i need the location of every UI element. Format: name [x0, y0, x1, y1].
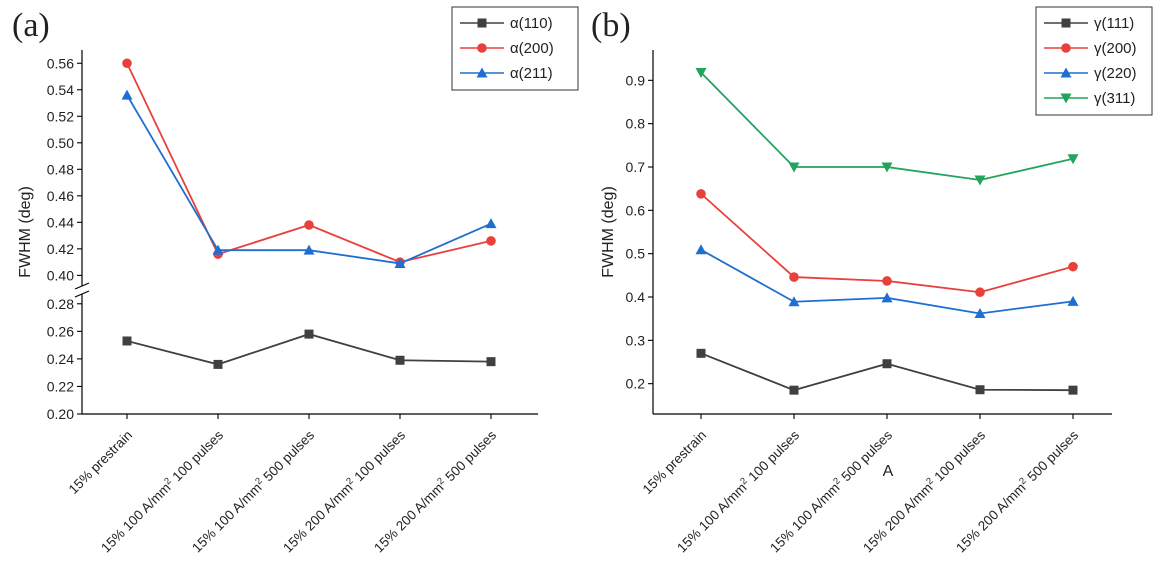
- y-tick-label: 0.20: [47, 406, 74, 422]
- series-line: [126, 62, 492, 264]
- legend-box: [1035, 6, 1153, 116]
- series: [696, 189, 1078, 298]
- y-tick-label: 0.3: [626, 332, 646, 348]
- legend-label: γ(220): [1094, 65, 1137, 82]
- y-tick-label: 0.9: [626, 72, 646, 88]
- y-tick-label: 0.50: [47, 135, 74, 151]
- axis-break-mark: [74, 282, 90, 290]
- panel-label: (b): [591, 7, 631, 44]
- y-tick-label: 0.42: [47, 241, 74, 257]
- data-point: [304, 220, 314, 230]
- legend-marker: [1060, 67, 1072, 78]
- x-tick-label: 15% prestrain: [66, 428, 136, 498]
- series: [695, 244, 1079, 318]
- y-tick-label: 0.26: [47, 323, 74, 339]
- data-point: [695, 68, 707, 79]
- data-point: [1067, 295, 1079, 306]
- data-point: [788, 296, 800, 307]
- series: [122, 329, 496, 369]
- legend-label: α(200): [510, 40, 554, 57]
- data-point: [303, 244, 315, 255]
- series: [121, 89, 497, 268]
- data-point: [882, 359, 892, 369]
- legend-label: γ(311): [1094, 90, 1135, 107]
- y-tick-label: 0.28: [47, 296, 74, 312]
- y-tick-label: 0.2: [626, 376, 646, 392]
- data-point: [975, 287, 985, 298]
- data-point: [789, 385, 799, 395]
- data-point: [121, 89, 133, 100]
- data-point: [881, 162, 893, 173]
- y-tick-label: 0.22: [47, 378, 74, 394]
- axis-break-mark: [74, 290, 90, 298]
- data-point: [974, 175, 986, 186]
- data-point: [975, 385, 985, 395]
- y-tick-label: 0.5: [626, 246, 646, 262]
- data-point: [974, 307, 986, 318]
- data-point: [882, 276, 892, 286]
- data-point: [212, 244, 224, 255]
- data-point: [122, 58, 132, 69]
- data-point: [695, 244, 707, 255]
- y-tick-label: 0.6: [626, 202, 646, 218]
- legend-marker: [1060, 93, 1072, 104]
- panel-label: (a): [12, 7, 50, 44]
- y-tick-label: 0.44: [47, 214, 74, 230]
- data-point: [881, 292, 893, 303]
- legend-marker: [477, 43, 487, 53]
- series: [695, 68, 1079, 186]
- data-point: [696, 189, 706, 199]
- data-point: [213, 359, 223, 369]
- legend-marker: [1061, 18, 1071, 28]
- legend-label: γ(111): [1094, 15, 1134, 32]
- data-point: [789, 272, 799, 282]
- data-point: [395, 355, 405, 365]
- chart-panel-b: 0.20.30.40.50.60.70.80.915% prestrain15%…: [591, 6, 1153, 555]
- data-point: [788, 162, 800, 173]
- y-tick-label: 0.48: [47, 161, 74, 177]
- legend-marker: [477, 18, 487, 28]
- x-tick-label: 15% prestrain: [640, 428, 710, 498]
- chart-panel-a: 0.20 0.22 0.24 0.26 0.28 0.40 0.42 0.44 0.46 0.48…: [12, 6, 579, 555]
- y-tick-label: 0.4: [626, 289, 646, 305]
- y-tick-label: 0.54: [47, 82, 74, 98]
- series-line: [700, 352, 1074, 392]
- data-point: [304, 329, 314, 339]
- data-point: [486, 357, 496, 367]
- series: [696, 348, 1078, 395]
- data-point: [486, 236, 496, 246]
- series-line: [126, 333, 492, 366]
- legend-label: α(110): [510, 15, 553, 32]
- y-axis-title: FWHM (deg): [600, 186, 617, 278]
- y-tick-label: 0.52: [47, 108, 74, 124]
- data-point: [1068, 261, 1078, 272]
- data-point: [122, 336, 132, 346]
- legend-label: α(211): [510, 65, 553, 82]
- data-point: [394, 257, 406, 268]
- data-point: [1068, 385, 1078, 395]
- legend-marker: [1061, 43, 1071, 53]
- y-tick-label: 0.56: [47, 55, 74, 71]
- legend-marker: [476, 67, 488, 78]
- y-axis-title: FWHM (deg): [17, 186, 34, 278]
- y-tick-label: 0.46: [47, 188, 74, 204]
- data-point: [485, 218, 497, 229]
- y-tick-label: 0.40: [47, 267, 74, 283]
- data-point: [696, 348, 706, 358]
- legend-label: γ(200): [1094, 40, 1137, 57]
- series: [122, 58, 496, 267]
- x-axis-title: A: [883, 463, 894, 480]
- y-tick-label: 0.8: [626, 116, 646, 132]
- y-tick-label: 0.24: [47, 351, 74, 367]
- data-point: [1067, 154, 1079, 165]
- y-tick-label: 0.7: [626, 159, 646, 175]
